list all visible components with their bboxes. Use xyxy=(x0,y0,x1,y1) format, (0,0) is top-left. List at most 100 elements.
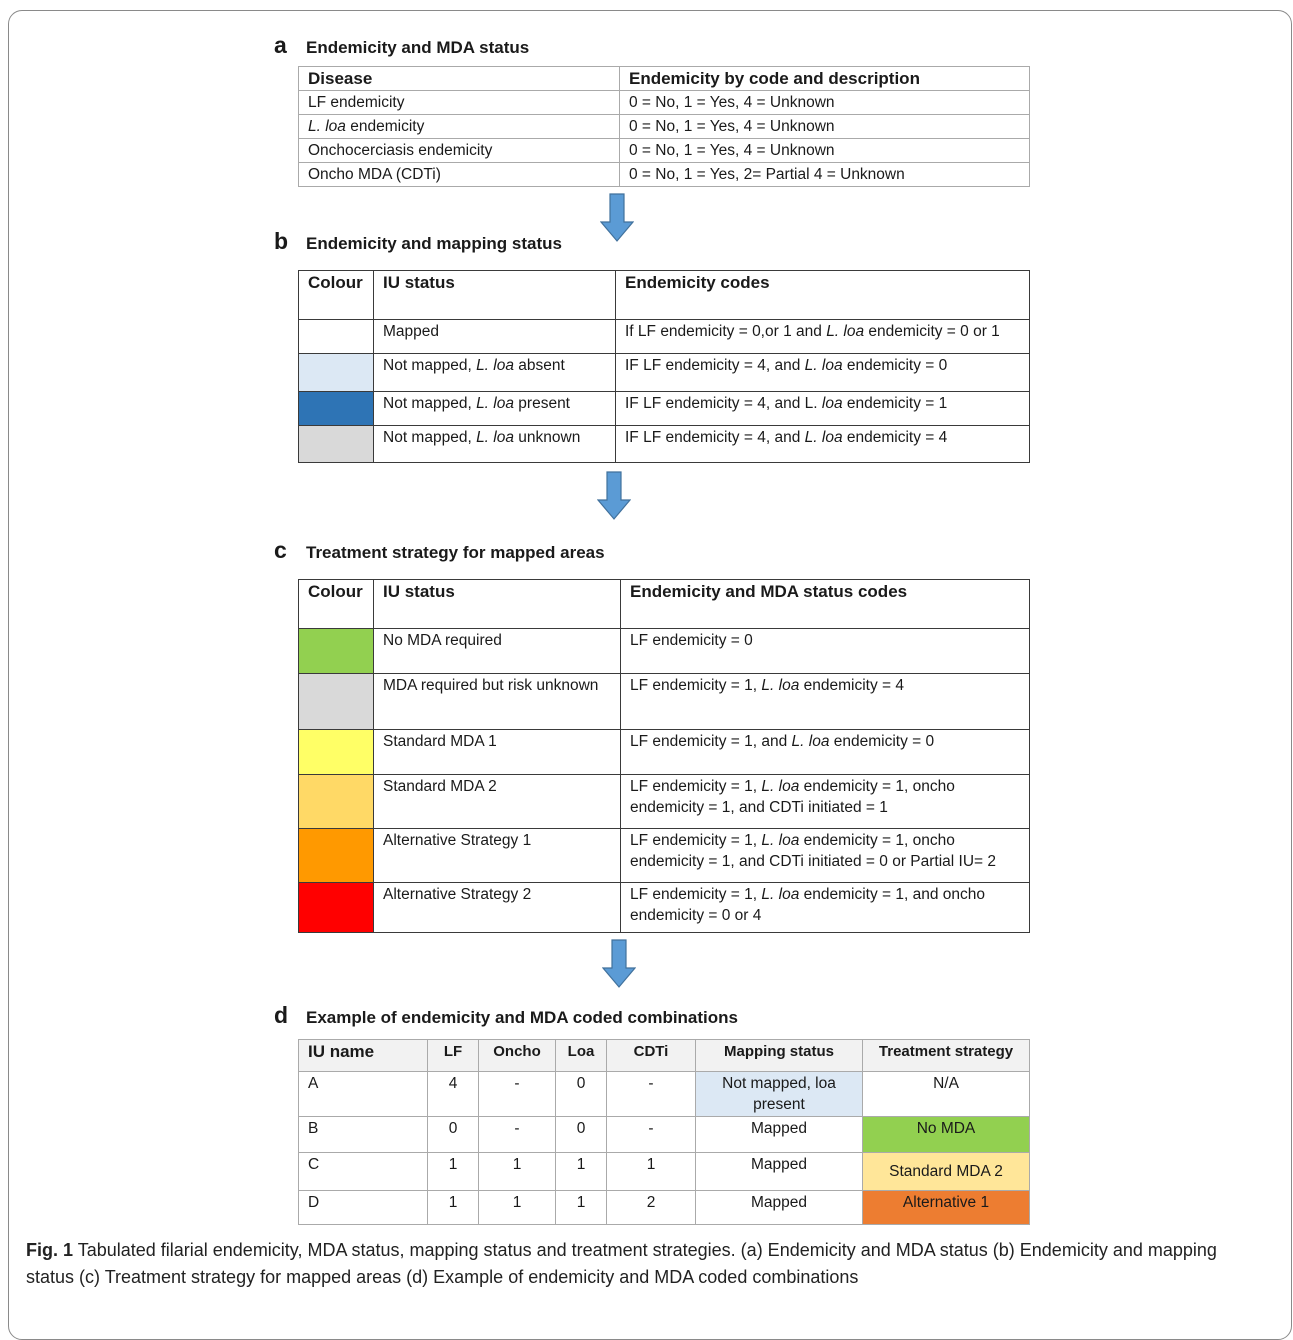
table-d: IU name LF Oncho Loa CDTi Mapping status… xyxy=(298,1039,1030,1225)
colour-swatch xyxy=(298,673,374,730)
figure-label: Fig. 1 xyxy=(26,1240,74,1260)
table-row: A 4 - 0 - Not mapped, loa present N/A xyxy=(298,1071,1030,1117)
iu-name-cell: B xyxy=(298,1116,428,1153)
section-c-letter: c xyxy=(274,537,287,563)
table-c: Colour IU status Endemicity and MDA stat… xyxy=(298,579,1030,933)
treatment-strategy-cell: N/A xyxy=(862,1071,1030,1117)
colour-swatch xyxy=(298,882,374,933)
table-row: D 1 1 1 2 Mapped Alternative 1 xyxy=(298,1190,1030,1225)
table-row: Not mapped, L. loa absent IF LF endemici… xyxy=(298,353,1030,392)
table-c-header-status: IU status xyxy=(373,579,621,629)
colour-swatch xyxy=(298,425,374,463)
section-a-title: Endemicity and MDA status xyxy=(306,38,530,57)
table-d-header-cdti: CDTi xyxy=(606,1039,696,1072)
lf-cell: 4 xyxy=(427,1071,479,1117)
section-b-title: Endemicity and mapping status xyxy=(306,234,562,253)
codes-cell: 0 = No, 1 = Yes, 4 = Unknown xyxy=(619,90,1030,115)
lf-cell: 1 xyxy=(427,1190,479,1225)
table-row: C 1 1 1 1 Mapped Standard MDA 2 xyxy=(298,1152,1030,1191)
colour-swatch xyxy=(298,729,374,775)
colour-swatch xyxy=(298,391,374,426)
table-row: Not mapped, L. loa unknown IF LF endemic… xyxy=(298,425,1030,463)
codes-cell: LF endemicity = 1, L. loa endemicity = 1… xyxy=(620,828,1030,883)
table-a-header-disease: Disease xyxy=(298,66,620,91)
status-cell: Not mapped, L. loa unknown xyxy=(373,425,616,463)
status-cell: Standard MDA 2 xyxy=(373,774,621,829)
codes-cell: LF endemicity = 0 xyxy=(620,628,1030,674)
status-cell: Mapped xyxy=(373,319,616,354)
down-arrow-icon xyxy=(602,939,636,988)
cdti-cell: 2 xyxy=(606,1190,696,1225)
status-cell: No MDA required xyxy=(373,628,621,674)
colour-swatch xyxy=(298,828,374,883)
section-d-heading: d Example of endemicity and MDA coded co… xyxy=(274,1002,738,1029)
iu-name-cell: C xyxy=(298,1152,428,1191)
status-cell: Standard MDA 1 xyxy=(373,729,621,775)
caption-text: Tabulated filarial endemicity, MDA statu… xyxy=(26,1240,1217,1287)
mapping-status-cell: Mapped xyxy=(695,1152,863,1191)
section-c-heading: c Treatment strategy for mapped areas xyxy=(274,537,605,564)
oncho-cell: 1 xyxy=(478,1152,556,1191)
table-a: Disease Endemicity by code and descripti… xyxy=(298,66,1030,187)
colour-swatch xyxy=(298,628,374,674)
codes-cell: LF endemicity = 1, L. loa endemicity = 1… xyxy=(620,882,1030,933)
codes-cell: IF LF endemicity = 4, and L. loa endemic… xyxy=(615,425,1030,463)
codes-cell: IF LF endemicity = 4, and L. loa endemic… xyxy=(615,353,1030,392)
table-d-header-loa: Loa xyxy=(555,1039,607,1072)
section-a-letter: a xyxy=(274,32,287,58)
table-d-header-strategy: Treatment strategy xyxy=(862,1039,1030,1072)
codes-cell: IF LF endemicity = 4, and L. loa endemic… xyxy=(615,391,1030,426)
codes-cell: LF endemicity = 1, and L. loa endemicity… xyxy=(620,729,1030,775)
status-cell: Not mapped, L. loa present xyxy=(373,391,616,426)
codes-cell: LF endemicity = 1, L. loa endemicity = 1… xyxy=(620,774,1030,829)
table-row: Not mapped, L. loa present IF LF endemic… xyxy=(298,391,1030,426)
table-row: Mapped If LF endemicity = 0,or 1 and L. … xyxy=(298,319,1030,354)
mapping-status-cell: Not mapped, loa present xyxy=(695,1071,863,1117)
section-c-title: Treatment strategy for mapped areas xyxy=(306,543,605,562)
lf-cell: 1 xyxy=(427,1152,479,1191)
figure-caption: Fig. 1 Tabulated filarial endemicity, MD… xyxy=(26,1237,1266,1291)
table-d-header-lf: LF xyxy=(427,1039,479,1072)
cdti-cell: - xyxy=(606,1116,696,1153)
status-cell: Alternative Strategy 1 xyxy=(373,828,621,883)
section-d-title: Example of endemicity and MDA coded comb… xyxy=(306,1008,738,1027)
colour-swatch xyxy=(298,319,374,354)
table-d-header-mapping: Mapping status xyxy=(695,1039,863,1072)
loa-cell: 0 xyxy=(555,1071,607,1117)
table-row: B 0 - 0 - Mapped No MDA xyxy=(298,1116,1030,1153)
table-b-header-colour: Colour xyxy=(298,270,374,320)
mapping-status-cell: Mapped xyxy=(695,1116,863,1153)
disease-cell: Onchocerciasis endemicity xyxy=(298,138,620,163)
cdti-cell: 1 xyxy=(606,1152,696,1191)
codes-cell: 0 = No, 1 = Yes, 4 = Unknown xyxy=(619,138,1030,163)
colour-swatch xyxy=(298,353,374,392)
table-b-header-status: IU status xyxy=(373,270,616,320)
treatment-strategy-cell: Alternative 1 xyxy=(862,1190,1030,1225)
table-row: L. loa endemicity 0 = No, 1 = Yes, 4 = U… xyxy=(298,114,1030,139)
cdti-cell: - xyxy=(606,1071,696,1117)
table-c-header-colour: Colour xyxy=(298,579,374,629)
section-b-letter: b xyxy=(274,228,289,254)
table-c-header-codes: Endemicity and MDA status codes xyxy=(620,579,1030,629)
treatment-strategy-cell: Standard MDA 2 xyxy=(862,1152,1030,1191)
section-d-letter: d xyxy=(274,1002,289,1028)
section-b-heading: b Endemicity and mapping status xyxy=(274,228,562,255)
status-cell: MDA required but risk unknown xyxy=(373,673,621,730)
table-row: Oncho MDA (CDTi) 0 = No, 1 = Yes, 2= Par… xyxy=(298,162,1030,187)
table-row: No MDA required LF endemicity = 0 xyxy=(298,628,1030,674)
table-row: Standard MDA 2 LF endemicity = 1, L. loa… xyxy=(298,774,1030,829)
section-a-heading: a Endemicity and MDA status xyxy=(274,32,529,59)
table-b-header-codes: Endemicity codes xyxy=(615,270,1030,320)
table-row: LF endemicity 0 = No, 1 = Yes, 4 = Unkno… xyxy=(298,90,1030,115)
loa-cell: 1 xyxy=(555,1190,607,1225)
table-row: Alternative Strategy 1 LF endemicity = 1… xyxy=(298,828,1030,883)
loa-cell: 1 xyxy=(555,1152,607,1191)
oncho-cell: - xyxy=(478,1116,556,1153)
table-d-header-iu-name: IU name xyxy=(298,1039,428,1072)
down-arrow-icon xyxy=(597,471,631,520)
status-cell: Not mapped, L. loa absent xyxy=(373,353,616,392)
oncho-cell: 1 xyxy=(478,1190,556,1225)
iu-name-cell: A xyxy=(298,1071,428,1117)
treatment-strategy-cell: No MDA xyxy=(862,1116,1030,1153)
mapping-status-cell: Mapped xyxy=(695,1190,863,1225)
